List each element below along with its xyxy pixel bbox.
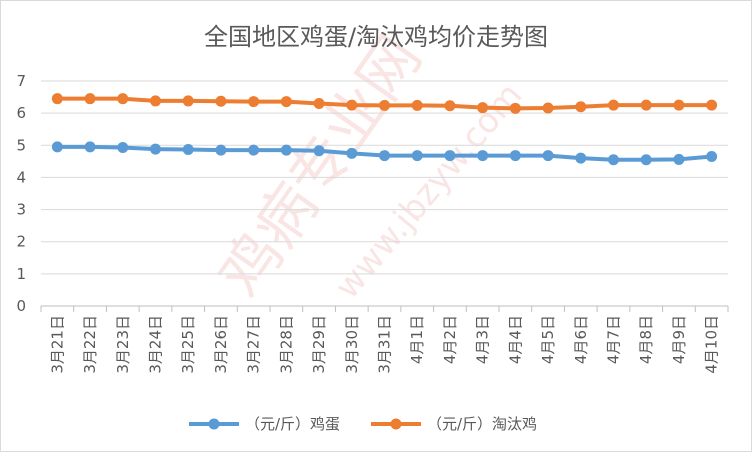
data-point xyxy=(379,99,390,111)
grid-lines xyxy=(41,80,728,275)
data-point xyxy=(313,98,325,109)
x-tick-label: 4月2日 xyxy=(441,315,459,364)
data-point xyxy=(182,143,194,155)
data-point xyxy=(542,102,554,114)
data-point xyxy=(379,150,390,162)
data-point xyxy=(706,99,718,111)
x-tick-label: 3月30日 xyxy=(343,315,361,374)
data-point xyxy=(575,152,587,164)
data-point xyxy=(640,99,652,111)
data-point xyxy=(117,93,129,105)
y-tick-label: 6 xyxy=(16,104,26,122)
x-tick-label: 4月7日 xyxy=(605,315,623,364)
data-point xyxy=(346,147,358,159)
x-tick-label: 4月8日 xyxy=(637,315,655,364)
data-point xyxy=(673,153,685,165)
legend: （元/斤）鸡蛋 （元/斤）淘汰鸡 xyxy=(189,415,537,433)
x-tick-label: 4月10日 xyxy=(703,315,721,374)
x-tick-label: 4月6日 xyxy=(572,315,590,364)
y-tick-label: 2 xyxy=(16,233,26,251)
data-point xyxy=(215,95,227,107)
x-tick-label: 3月24日 xyxy=(147,315,165,374)
series-0 xyxy=(51,141,718,166)
legend-item: （元/斤）淘汰鸡 xyxy=(371,415,537,433)
data-point xyxy=(509,102,521,114)
chart-title: 全国地区鸡蛋/淘汰鸡均价走势图 xyxy=(204,23,548,51)
x-tick-label: 3月25日 xyxy=(179,315,197,374)
data-point xyxy=(575,101,587,113)
data-point xyxy=(215,144,227,156)
data-point xyxy=(477,150,489,162)
y-tick-label: 5 xyxy=(16,136,26,154)
data-point xyxy=(248,144,260,156)
x-tick-label: 4月9日 xyxy=(670,315,688,364)
legend-item: （元/斤）鸡蛋 xyxy=(189,415,340,433)
data-point xyxy=(477,102,489,114)
legend-label: （元/斤）鸡蛋 xyxy=(245,415,340,433)
x-tick-label: 3月27日 xyxy=(245,315,263,374)
x-tick-label: 4月5日 xyxy=(539,315,557,364)
data-point xyxy=(509,150,521,162)
x-tick-label: 4月3日 xyxy=(474,315,492,364)
x-tick-label: 4月4日 xyxy=(506,315,524,364)
y-tick-label: 7 xyxy=(16,72,26,90)
data-point xyxy=(280,96,292,108)
series-1 xyxy=(51,93,718,114)
data-point xyxy=(84,93,96,105)
x-tick-label: 3月22日 xyxy=(81,315,99,374)
y-tick-label: 4 xyxy=(16,168,26,186)
x-tick-label: 3月31日 xyxy=(376,315,394,374)
data-point xyxy=(313,145,325,157)
x-tick-label: 3月28日 xyxy=(277,315,295,374)
x-tick-label: 3月26日 xyxy=(212,315,230,374)
y-tick-label: 3 xyxy=(16,201,26,219)
data-point xyxy=(673,99,685,111)
data-point xyxy=(706,151,718,163)
data-point xyxy=(608,99,619,111)
y-tick-label: 0 xyxy=(16,297,26,315)
data-point xyxy=(150,143,161,155)
legend-marker xyxy=(390,418,402,430)
data-point xyxy=(411,99,423,111)
data-point xyxy=(608,154,619,166)
data-point xyxy=(542,150,554,162)
data-point xyxy=(346,99,358,111)
y-axis-ticks: 0 1 2 3 4 5 6 7 xyxy=(16,72,26,315)
legend-label: （元/斤）淘汰鸡 xyxy=(427,415,537,433)
x-tick-label: 4月1日 xyxy=(408,315,426,364)
x-tick-label: 3月29日 xyxy=(310,315,328,374)
watermark-text: 鸡病专业网 xyxy=(206,24,435,310)
y-tick-label: 1 xyxy=(16,265,26,283)
series-group xyxy=(51,93,718,166)
legend-marker xyxy=(208,418,220,430)
data-point xyxy=(280,144,292,156)
data-point xyxy=(117,142,129,154)
data-point xyxy=(150,95,161,107)
data-point xyxy=(444,150,456,162)
data-point xyxy=(444,100,456,112)
data-point xyxy=(51,141,63,153)
x-tick-label: 3月21日 xyxy=(48,315,66,374)
data-point xyxy=(411,150,423,162)
x-tick-label: 3月23日 xyxy=(114,315,132,374)
watermark: 鸡病专业网 www.jbzyw.com xyxy=(206,24,530,310)
data-point xyxy=(84,141,96,153)
data-point xyxy=(182,95,194,107)
data-point xyxy=(51,93,63,105)
data-point xyxy=(248,96,260,108)
x-axis: 3月21日 3月22日 3月23日 3月24日 3月25日 3月26日 3月27日 3月28日… xyxy=(40,305,729,374)
data-point xyxy=(640,154,652,166)
